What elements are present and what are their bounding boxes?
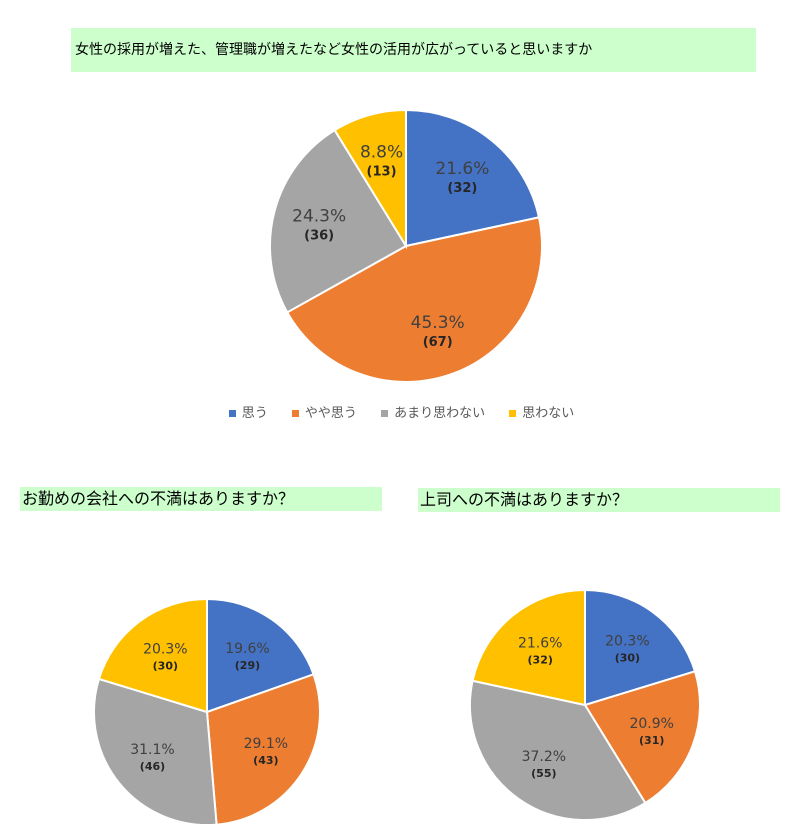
pie-slice-main-amari-omowanai [269, 128, 408, 314]
pie-slice-main-omou [405, 108, 541, 248]
pie-slice-boss-amari-omowanai [469, 679, 647, 821]
pie-slice-company-omowanai [97, 597, 208, 714]
boss-chart-title: 上司への不満はありますか？ [418, 488, 780, 512]
pie-count-label-main-omou: (32) [447, 181, 477, 196]
pie-percent-label-boss-yaya-omou: 20.9% [629, 716, 673, 732]
pie-slice-main-omowanai [333, 108, 407, 250]
pie-percent-label-boss-omowanai: 21.6% [518, 636, 562, 652]
pie-count-label-main-yaya-omou: (67) [423, 335, 453, 350]
pie-chart-main: 21.6% (32) 45.3% (67) 24.3% (36) 8.8% (13) [269, 108, 544, 383]
pie-count-label-boss-amari-omowanai: (55) [531, 767, 556, 780]
legend-label-omowanai: 思わない [522, 406, 575, 421]
legend-label-yaya-omou: やや思う [304, 406, 357, 421]
pie-count-label-main-amari-omowanai: (36) [304, 228, 334, 243]
pie-percent-label-boss-amari-omowanai: 37.2% [522, 749, 566, 765]
pie-percent-label-company-omou: 19.6% [225, 641, 269, 657]
pie-chart-boss: 20.3% (30) 20.9% (31) 37.2% (55) 21.6% (32) [469, 588, 701, 821]
pie-chart-company: 19.6% (29) 29.1% (43) 31.1% (46) 20.3% (30) [93, 597, 321, 826]
pie-percent-label-boss-omou: 20.3% [605, 634, 649, 650]
pie-slice-boss-omou [584, 588, 697, 707]
legend-swatch-amari-omowanai [381, 410, 389, 417]
pie-slice-company-amari-omowanai [93, 677, 218, 826]
pie-percent-label-main-omowanai: 8.8% [360, 143, 403, 163]
pie-slice-boss-omowanai [471, 588, 586, 707]
chart-legend: 思う やや思う あまり思わない 思わない [0, 402, 803, 421]
pie-percent-label-company-yaya-omou: 29.1% [244, 736, 288, 752]
legend-label-amari-omowanai: あまり思わない [394, 406, 486, 421]
legend-swatch-omowanai [509, 410, 517, 417]
legend-item-amari-omowanai: あまり思わない [381, 402, 485, 421]
pie-slice-boss-yaya-omou [583, 670, 701, 805]
pie-count-label-main-omowanai: (13) [367, 165, 397, 180]
pie-percent-label-main-omou: 21.6% [435, 159, 489, 179]
legend-label-omou: 思う [241, 406, 268, 421]
legend-swatch-yaya-omou [291, 410, 299, 417]
pie-slice-company-yaya-omou [205, 673, 321, 826]
legend-item-yaya-omou: やや思う [291, 402, 357, 421]
pie-count-label-boss-yaya-omou: (31) [639, 734, 664, 747]
pie-percent-label-main-yaya-omou: 45.3% [411, 313, 465, 333]
legend-item-omowanai: 思わない [509, 402, 574, 421]
pie-count-label-company-omou: (29) [235, 659, 260, 672]
pie-count-label-company-amari-omowanai: (46) [140, 760, 165, 773]
pie-count-label-company-omowanai: (30) [153, 660, 178, 673]
pie-count-label-boss-omou: (30) [615, 652, 640, 665]
pie-count-label-company-yaya-omou: (43) [253, 754, 278, 767]
pie-percent-label-company-amari-omowanai: 31.1% [130, 742, 174, 758]
pie-slice-main-yaya-omou [285, 216, 544, 383]
company-chart-title: お勤めの会社への不満はありますか？ [20, 487, 382, 511]
legend-swatch-omou [228, 410, 236, 417]
pie-percent-label-company-omowanai: 20.3% [143, 642, 187, 658]
pie-percent-label-main-amari-omowanai: 24.3% [292, 206, 346, 226]
main-chart-title: 女性の採用が増えた、管理職が増えたなど女性の活用が広がっていると思いますか [71, 28, 756, 72]
legend-item-omou: 思う [228, 402, 268, 421]
pie-count-label-boss-omowanai: (32) [528, 654, 553, 667]
